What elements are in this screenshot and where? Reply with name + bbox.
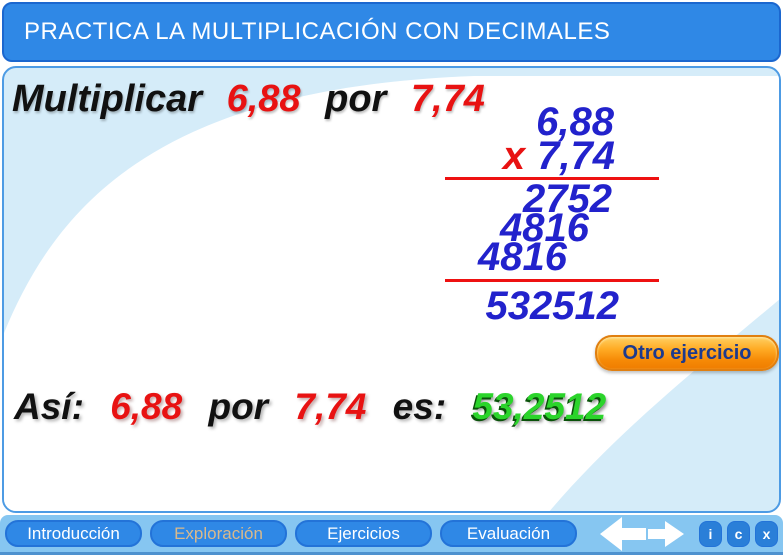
rule-line-2 (445, 279, 659, 282)
multiplier: 7,74 (537, 134, 615, 178)
answer-equals: es: (392, 386, 447, 427)
multiplier-row: x 7,74 (445, 136, 615, 176)
answer-operand2: 7,74 (294, 386, 367, 427)
problem-operand2: 7,74 (410, 78, 485, 120)
right-arrow-icon (648, 520, 684, 547)
answer-operand1: 6,88 (110, 386, 183, 427)
nav-arrows (599, 516, 685, 551)
back-arrow-button[interactable] (600, 516, 646, 551)
other-exercise-button[interactable]: Otro ejercicio (595, 335, 779, 371)
partial-product-1: 2752 (523, 177, 612, 221)
partial-product-2: 4816 (500, 206, 589, 250)
nav-bar: Introducción Exploración Ejercicios Eval… (0, 515, 783, 555)
info-button[interactable]: i (699, 520, 722, 547)
final-product: 532512 (485, 284, 619, 328)
page-title: PRACTICA LA MULTIPLICACIÓN CON DECIMALES (24, 18, 611, 45)
problem-operand1: 6,88 (226, 78, 301, 120)
multiplication-worksheet: 6,88 x 7,74 2752 4816 4816 532512 (445, 100, 659, 328)
tab-ejercicios[interactable]: Ejercicios (295, 520, 432, 547)
title-bar: PRACTICA LA MULTIPLICACIÓN CON DECIMALES (2, 2, 781, 62)
answer-connector: por (208, 386, 269, 427)
problem-connector: por (325, 78, 387, 120)
main-panel: Multiplicar 6,88 por 7,74 6,88 x 7,74 275… (2, 66, 781, 513)
partial-product-3: 4816 (478, 235, 567, 279)
forward-arrow-button[interactable] (648, 520, 684, 547)
problem-statement: Multiplicar 6,88 por 7,74 (12, 78, 499, 121)
answer-prefix: Así: (14, 386, 84, 427)
rule-line-1 (445, 177, 659, 180)
credits-button[interactable]: c (727, 520, 750, 547)
tab-exploracion[interactable]: Exploración (150, 520, 287, 547)
tab-introduccion[interactable]: Introducción (5, 520, 142, 547)
problem-label: Multiplicar (12, 78, 203, 120)
answer-result: 53,2512 (472, 386, 607, 427)
multiplicand: 6,88 (536, 100, 614, 144)
mini-buttons: i c x (699, 520, 783, 547)
close-button[interactable]: x (755, 520, 778, 547)
answer-statement: Así: 6,88 por 7,74 es: 53,2512 (14, 386, 622, 428)
left-arrow-icon (600, 516, 646, 551)
multiply-sign: x (502, 134, 526, 178)
background-swoosh (4, 76, 779, 511)
tab-evaluacion[interactable]: Evaluación (440, 520, 577, 547)
